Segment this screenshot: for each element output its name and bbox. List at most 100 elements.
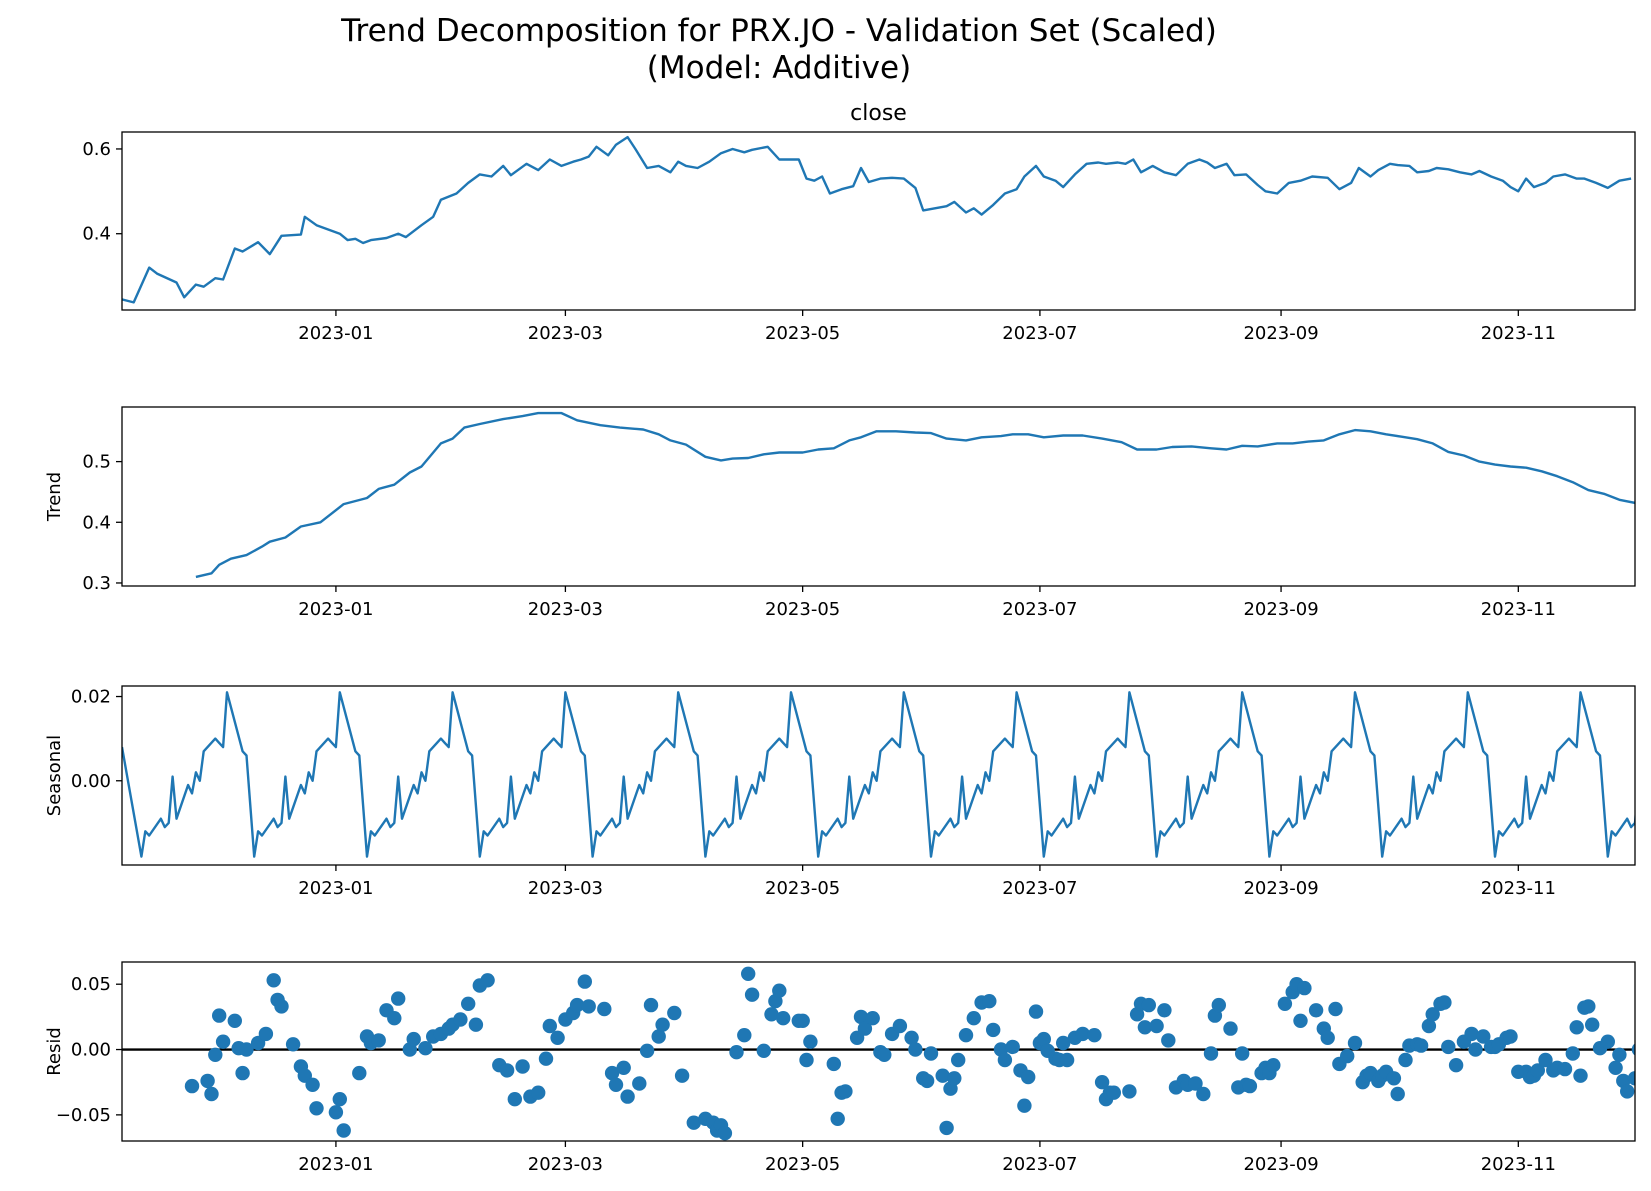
resid-point (643, 997, 659, 1013)
resid-point (1196, 1086, 1211, 1102)
resid-point (1075, 1026, 1090, 1042)
resid-point (741, 966, 756, 981)
resid-point (803, 1034, 818, 1049)
resid-point (1631, 1043, 1635, 1056)
resid-point (620, 1089, 635, 1104)
resid-point (616, 1060, 631, 1076)
resid-point (997, 1052, 1013, 1068)
resid-point (239, 1042, 254, 1057)
x-tick-label: 2023-05 (765, 599, 840, 620)
resid-point (235, 1065, 250, 1081)
resid-point (1340, 1048, 1355, 1064)
resid-point (1421, 1018, 1437, 1034)
resid-point (453, 1012, 468, 1027)
resid-point (717, 1126, 733, 1141)
resid-point (795, 1013, 810, 1028)
resid-point (776, 1011, 791, 1026)
resid-point (838, 1084, 853, 1099)
resid-point (1141, 997, 1157, 1013)
resid-point (919, 1073, 935, 1089)
resid-point (542, 1018, 557, 1034)
resid-point (904, 1030, 919, 1046)
resid-point (227, 1013, 242, 1028)
resid-point (1005, 1039, 1020, 1055)
resid-point (1425, 1007, 1440, 1022)
resid-point (1059, 1052, 1075, 1068)
resid-point (1503, 1029, 1518, 1044)
resid-point (1347, 1035, 1363, 1051)
seasonal-line (122, 691, 1635, 858)
resid-point (538, 1051, 554, 1066)
resid-point (729, 1045, 744, 1060)
y-axis-label: Resid (44, 1027, 65, 1076)
resid-point (935, 1068, 950, 1083)
x-tick-label: 2023-09 (1243, 878, 1318, 899)
resid-point (258, 1026, 274, 1042)
x-tick-label: 2023-07 (1002, 599, 1077, 620)
resid-point (1094, 1075, 1110, 1090)
y-tick-label: 0.00 (71, 1040, 111, 1061)
resid-point (212, 1008, 227, 1023)
resid-point (285, 1037, 301, 1052)
resid-point (1157, 1003, 1172, 1018)
resid-point (1223, 1021, 1238, 1036)
resid-point (468, 1017, 484, 1032)
x-tick-label: 2023-01 (298, 599, 373, 620)
y-axis-label: Trend (44, 472, 65, 522)
resid-point (1573, 1068, 1588, 1083)
plot-area (195, 411, 1635, 579)
resid-point (1386, 1071, 1402, 1086)
y-tick-label: −0.05 (56, 1105, 111, 1126)
resid-point (515, 1059, 530, 1074)
figure-title-line1: Trend Decomposition for PRX.JO - Validat… (340, 13, 1217, 49)
resid-point (1106, 1085, 1122, 1100)
plot-area (122, 691, 1635, 858)
x-tick-label: 2023-03 (528, 1154, 603, 1175)
resid-point (266, 973, 281, 988)
plot-area (122, 966, 1635, 1141)
resid-point (1017, 1098, 1032, 1113)
y-axis-label: Seasonal (44, 735, 65, 816)
resid-point (923, 1046, 939, 1061)
resid-point (1398, 1052, 1413, 1068)
x-tick-label: 2023-09 (1243, 599, 1318, 620)
resid-point (1627, 1071, 1635, 1086)
resid-point (1297, 980, 1312, 996)
resid-point (632, 1076, 647, 1091)
resid-point (309, 1101, 324, 1116)
resid-point (371, 1033, 386, 1048)
x-tick-label: 2023-05 (765, 1154, 840, 1175)
resid-point (1538, 1052, 1553, 1068)
subplot-3: 2023-01 2023-03 2023-05 2023-07 2023-09 2023-… (44, 685, 1636, 899)
resid-point (1308, 1003, 1324, 1018)
resid-point (857, 1021, 873, 1036)
resid-point (328, 1105, 344, 1120)
figure-title-line2: (Model: Additive) (647, 50, 911, 86)
resid-point (1585, 1017, 1600, 1032)
x-tick-label: 2023-11 (1481, 599, 1556, 620)
resid-point (674, 1068, 690, 1083)
resid-point (480, 973, 495, 988)
series-line-1 (122, 135, 1632, 304)
y-tick-label: 0.5 (82, 452, 111, 473)
resid-point (951, 1052, 966, 1068)
y-tick-label: 0.6 (82, 139, 111, 160)
x-tick-label: 2023-05 (765, 878, 840, 899)
resid-point (1028, 1004, 1044, 1019)
x-tick-label: 2023-01 (298, 878, 373, 899)
axes-frame (121, 406, 1636, 587)
resid-point (892, 1018, 908, 1034)
resid-point (1320, 1030, 1335, 1046)
resid-point (667, 1005, 682, 1021)
resid-point (966, 1011, 981, 1026)
x-tick-label: 2023-09 (1243, 323, 1318, 344)
resid-point (1390, 1086, 1405, 1102)
resid-point (507, 1092, 522, 1107)
subplot-1: 2023-01 2023-03 2023-05 2023-07 2023-09 2023-… (82, 101, 1636, 344)
resid-point (772, 983, 787, 998)
y-tick-label: 0.02 (71, 687, 111, 708)
resid-point (1468, 1042, 1483, 1057)
x-tick-label: 2023-01 (298, 1154, 373, 1175)
